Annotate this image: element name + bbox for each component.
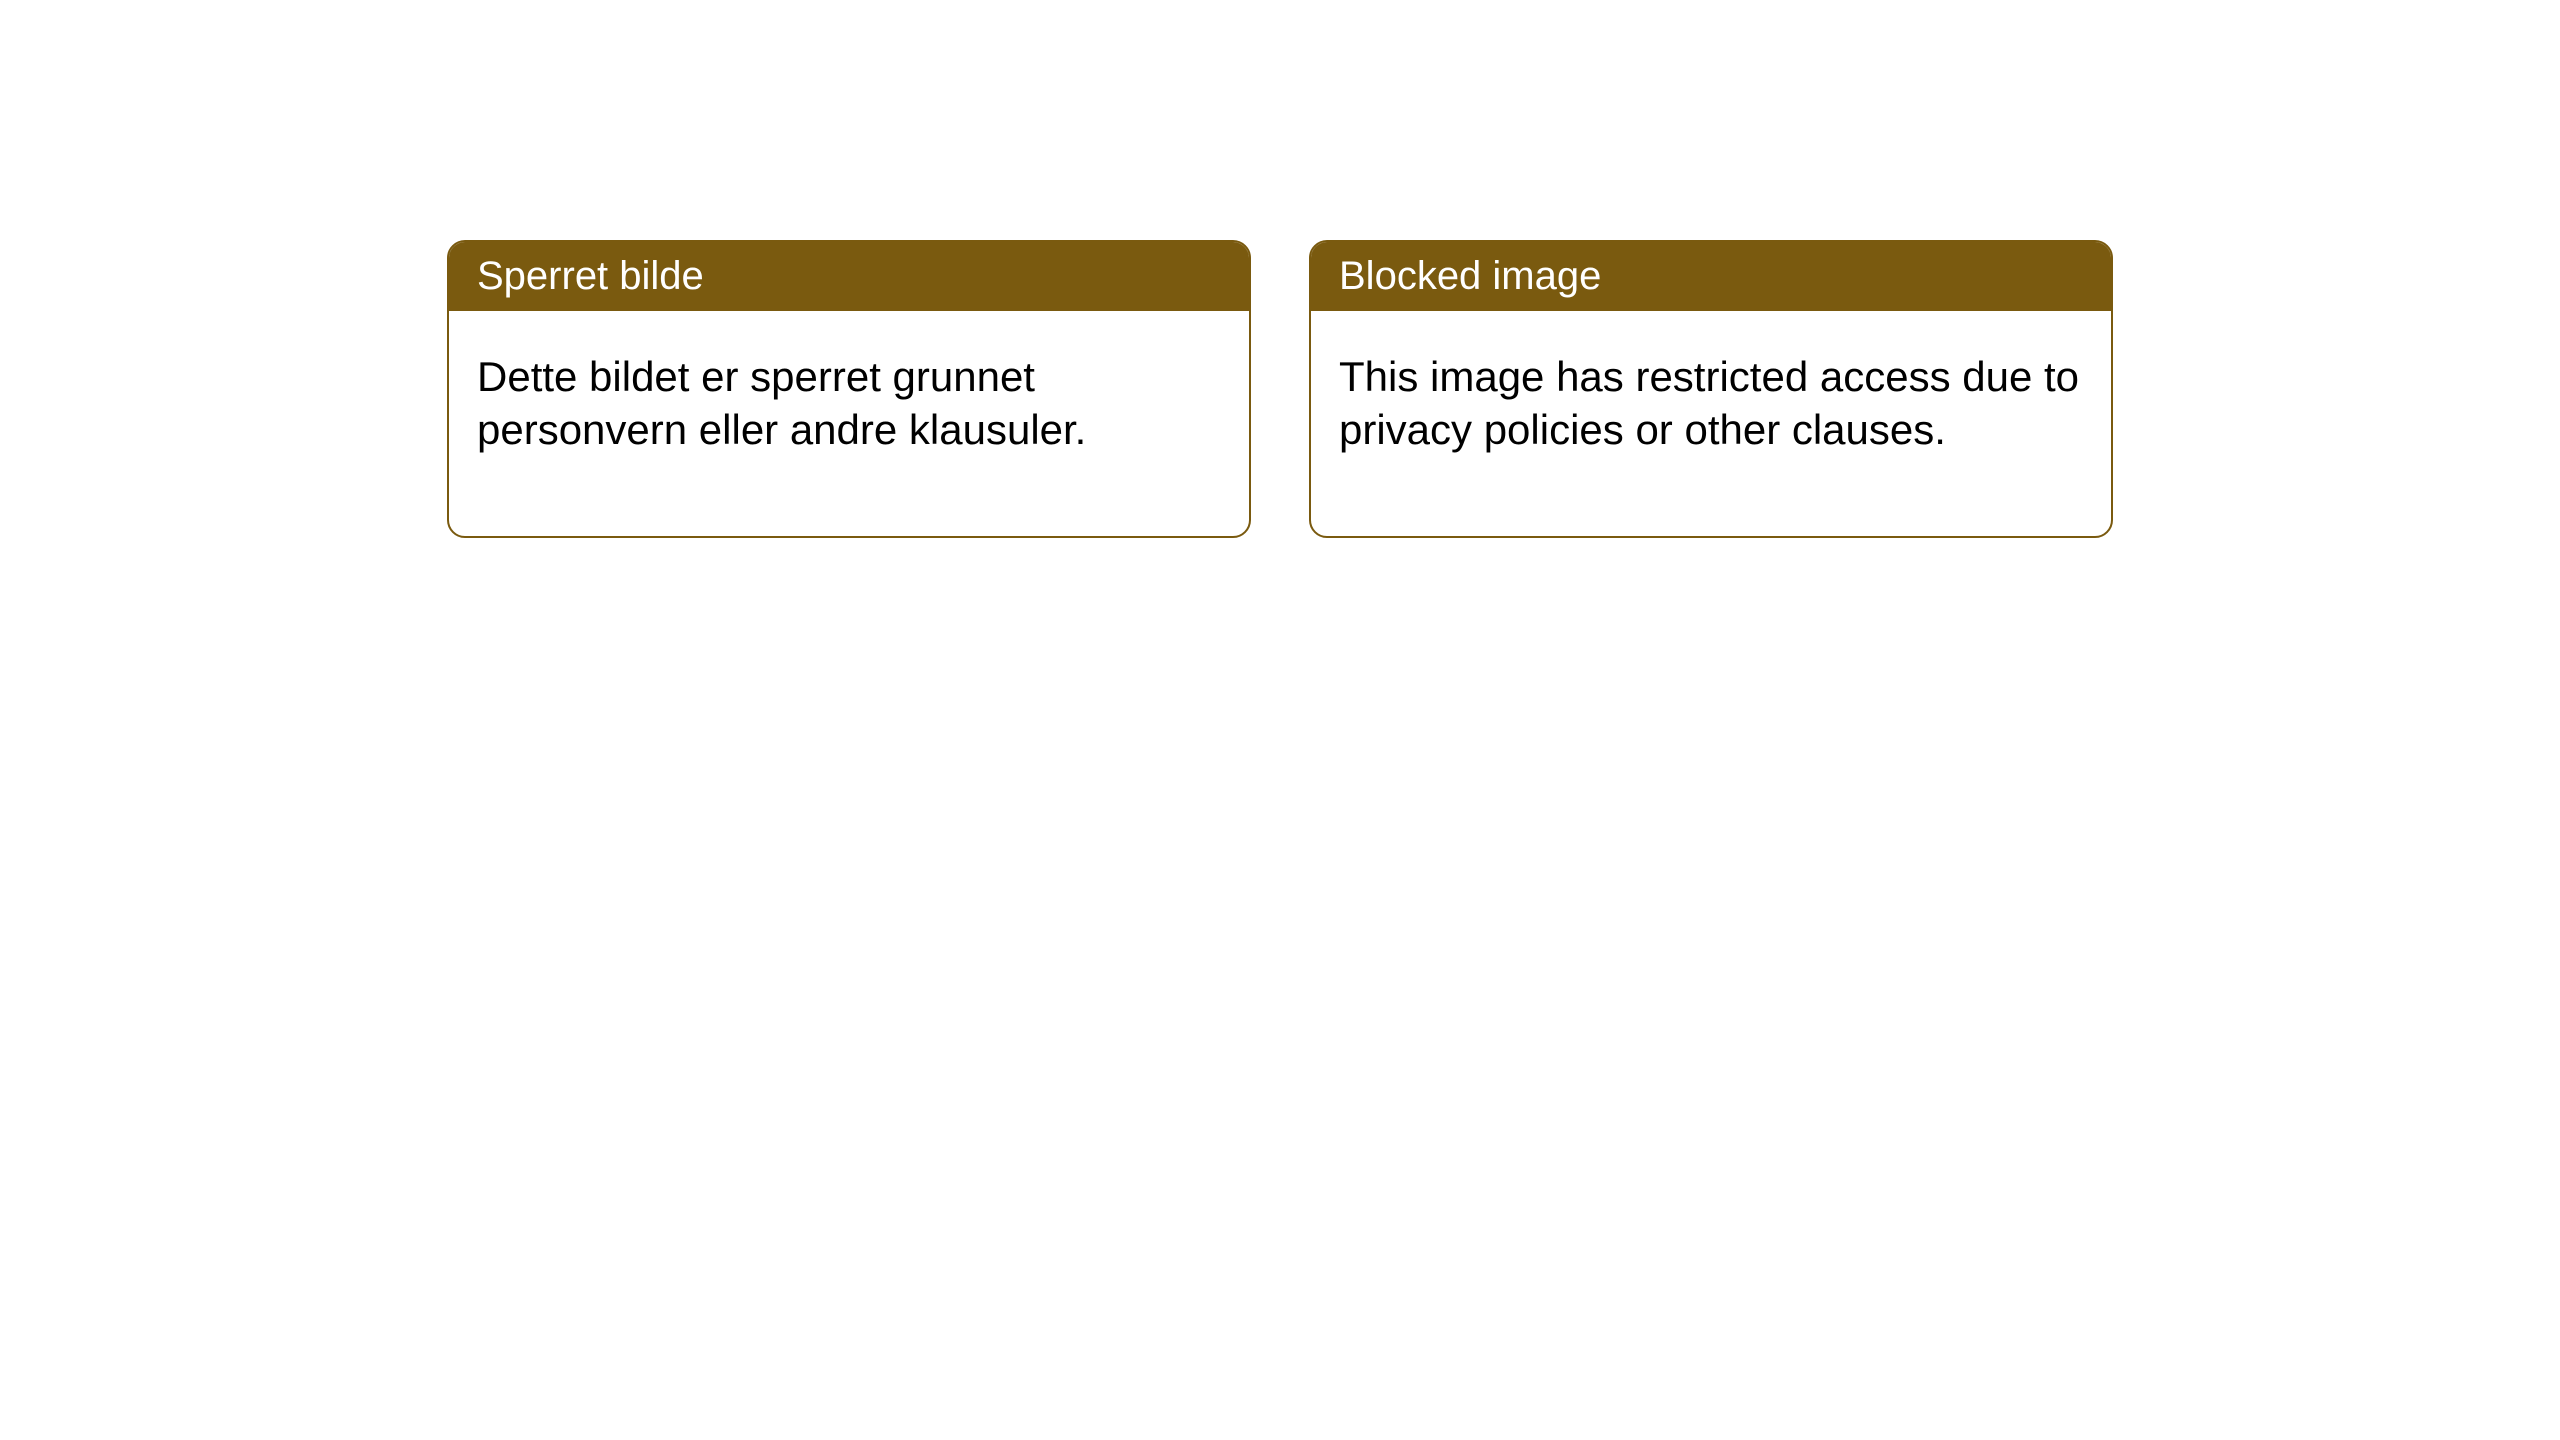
card-title: Blocked image: [1339, 254, 1601, 298]
card-body-text: This image has restricted access due to …: [1339, 353, 2079, 453]
card-body: This image has restricted access due to …: [1311, 311, 2111, 536]
notice-cards-container: Sperret bilde Dette bildet er sperret gr…: [447, 240, 2113, 538]
card-header: Sperret bilde: [449, 242, 1249, 311]
card-header: Blocked image: [1311, 242, 2111, 311]
card-body-text: Dette bildet er sperret grunnet personve…: [477, 353, 1086, 453]
card-body: Dette bildet er sperret grunnet personve…: [449, 311, 1249, 536]
notice-card-english: Blocked image This image has restricted …: [1309, 240, 2113, 538]
card-title: Sperret bilde: [477, 254, 704, 298]
notice-card-norwegian: Sperret bilde Dette bildet er sperret gr…: [447, 240, 1251, 538]
